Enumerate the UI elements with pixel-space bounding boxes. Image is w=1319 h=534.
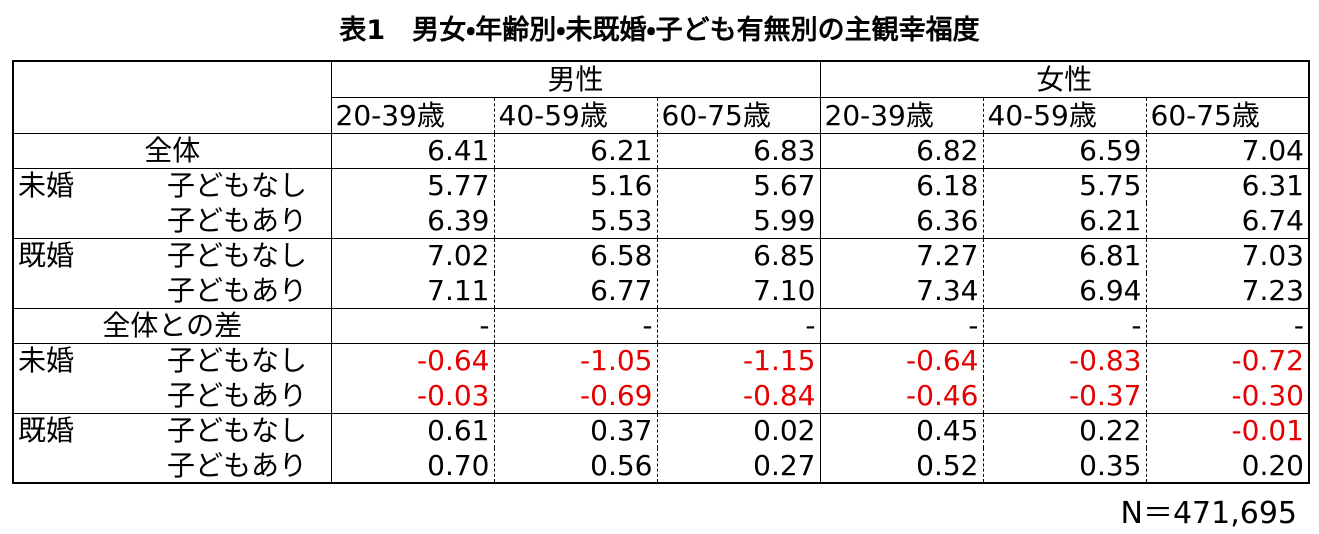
value-cell: 6.81 (983, 237, 1147, 273)
value-cell: 6.18 (820, 167, 984, 203)
value-cell: 6.77 (494, 273, 658, 308)
value-cell: -0.69 (494, 378, 658, 413)
value-cell: -0.37 (983, 378, 1147, 413)
value-cell: 6.21 (494, 132, 658, 168)
row-label: 子どもなし (153, 237, 332, 273)
group-header: 男性 (331, 61, 821, 97)
value-cell: -0.72 (1146, 342, 1310, 378)
value-cell: 6.41 (331, 132, 495, 168)
value-cell: 5.16 (494, 167, 658, 203)
value-cell: -0.03 (331, 378, 495, 413)
group-label: 未婚 (13, 342, 153, 413)
value-cell: - (983, 307, 1147, 343)
value-cell: 7.02 (331, 237, 495, 273)
value-cell: -0.30 (1146, 378, 1310, 413)
value-cell: 0.02 (657, 412, 821, 448)
value-cell: - (494, 307, 658, 343)
age-header: 40-59歳 (494, 96, 658, 133)
value-cell: 5.67 (657, 167, 821, 203)
row-label: 子どもあり (153, 448, 332, 483)
row-label: 全体 (13, 132, 332, 168)
group-label: 既婚 (13, 412, 153, 483)
row-label: 全体との差 (13, 307, 332, 343)
row-label: 子どもあり (153, 203, 332, 238)
age-header: 60-75歳 (1146, 96, 1310, 133)
value-cell: 0.20 (1146, 448, 1310, 483)
value-cell: - (1146, 307, 1310, 343)
row-label: 子どもあり (153, 273, 332, 308)
happiness-table: 男性 女性 20-39歳 40-59歳 60-75歳 20-39歳 40-59歳 60-75歳… (12, 60, 1310, 484)
data-row: 既婚 子どもなし 7.02 6.58 6.85 7.27 6.81 7.03 (13, 237, 1310, 308)
value-cell: -0.84 (657, 378, 821, 413)
header-row: 男性 女性 (13, 61, 1310, 133)
corner-cell (13, 61, 332, 133)
value-cell: 0.27 (657, 448, 821, 483)
value-cell: -1.15 (657, 342, 821, 378)
age-header: 20-39歳 (820, 96, 984, 133)
value-cell: 7.23 (1146, 273, 1310, 308)
data-row: 既婚 子どもなし 0.61 0.37 0.02 0.45 0.22 -0.01 (13, 412, 1310, 483)
value-cell: 6.82 (820, 132, 984, 168)
data-row: 子どもあり 6.39 5.53 5.99 6.36 6.21 6.74 (13, 203, 1310, 238)
value-cell: -0.01 (1146, 412, 1310, 448)
group-header: 女性 (820, 61, 1310, 97)
value-cell: 0.61 (331, 412, 495, 448)
value-cell: - (820, 307, 984, 343)
row-label: 子どもなし (153, 167, 332, 203)
table-title: 表1 男女・年齢別・未既婚・子ども有無別の主観幸福度 (339, 15, 980, 46)
value-cell: 5.77 (331, 167, 495, 203)
value-cell: 0.45 (820, 412, 984, 448)
data-row: 全体との差 - - - - - - (13, 307, 1310, 343)
value-cell: 7.11 (331, 273, 495, 308)
value-cell: 0.35 (983, 448, 1147, 483)
age-header: 60-75歳 (657, 96, 821, 133)
row-label: 子どもなし (153, 412, 332, 448)
age-header: 40-59歳 (983, 96, 1147, 133)
data-row: 全体 6.41 6.21 6.83 6.82 6.59 7.04 (13, 132, 1310, 168)
row-label: 子どもあり (153, 378, 332, 413)
value-cell: 0.37 (494, 412, 658, 448)
value-cell: 7.03 (1146, 237, 1310, 273)
group-label: 未婚 (13, 167, 153, 238)
value-cell: 7.04 (1146, 132, 1310, 168)
value-cell: 6.85 (657, 237, 821, 273)
group-label: 既婚 (13, 237, 153, 308)
data-row: 子どもあり 0.70 0.56 0.27 0.52 0.35 0.20 (13, 448, 1310, 483)
value-cell: -0.64 (331, 342, 495, 378)
value-cell: - (657, 307, 821, 343)
value-cell: 6.21 (983, 203, 1147, 238)
data-row: 未婚 子どもなし 5.77 5.16 5.67 6.18 5.75 6.31 (13, 167, 1310, 238)
value-cell: 6.83 (657, 132, 821, 168)
value-cell: 0.70 (331, 448, 495, 483)
value-cell: -0.46 (820, 378, 984, 413)
value-cell: 6.94 (983, 273, 1147, 308)
value-cell: 6.59 (983, 132, 1147, 168)
value-cell: 6.74 (1146, 203, 1310, 238)
data-row: 子どもあり 7.11 6.77 7.10 7.34 6.94 7.23 (13, 273, 1310, 308)
value-cell: 5.75 (983, 167, 1147, 203)
value-cell: 6.36 (820, 203, 984, 238)
value-cell: - (331, 307, 495, 343)
value-cell: 6.31 (1146, 167, 1310, 203)
data-row: 子どもあり -0.03 -0.69 -0.84 -0.46 -0.37 -0.30 (13, 378, 1310, 413)
value-cell: 5.99 (657, 203, 821, 238)
value-cell: -0.64 (820, 342, 984, 378)
value-cell: 6.58 (494, 237, 658, 273)
value-cell: 0.52 (820, 448, 984, 483)
age-header: 20-39歳 (331, 96, 495, 133)
row-label: 子どもなし (153, 342, 332, 378)
value-cell: 0.22 (983, 412, 1147, 448)
value-cell: 7.10 (657, 273, 821, 308)
value-cell: 6.39 (331, 203, 495, 238)
value-cell: 5.53 (494, 203, 658, 238)
value-cell: -1.05 (494, 342, 658, 378)
value-cell: 7.34 (820, 273, 984, 308)
value-cell: 7.27 (820, 237, 984, 273)
sample-size-note: N＝471,695 (1120, 496, 1298, 531)
value-cell: -0.83 (983, 342, 1147, 378)
header-row: 20-39歳 40-59歳 60-75歳 20-39歳 40-59歳 60-75歳 (13, 96, 1310, 133)
data-row: 未婚 子どもなし -0.64 -1.05 -1.15 -0.64 -0.83 -0.72 (13, 342, 1310, 413)
value-cell: 0.56 (494, 448, 658, 483)
